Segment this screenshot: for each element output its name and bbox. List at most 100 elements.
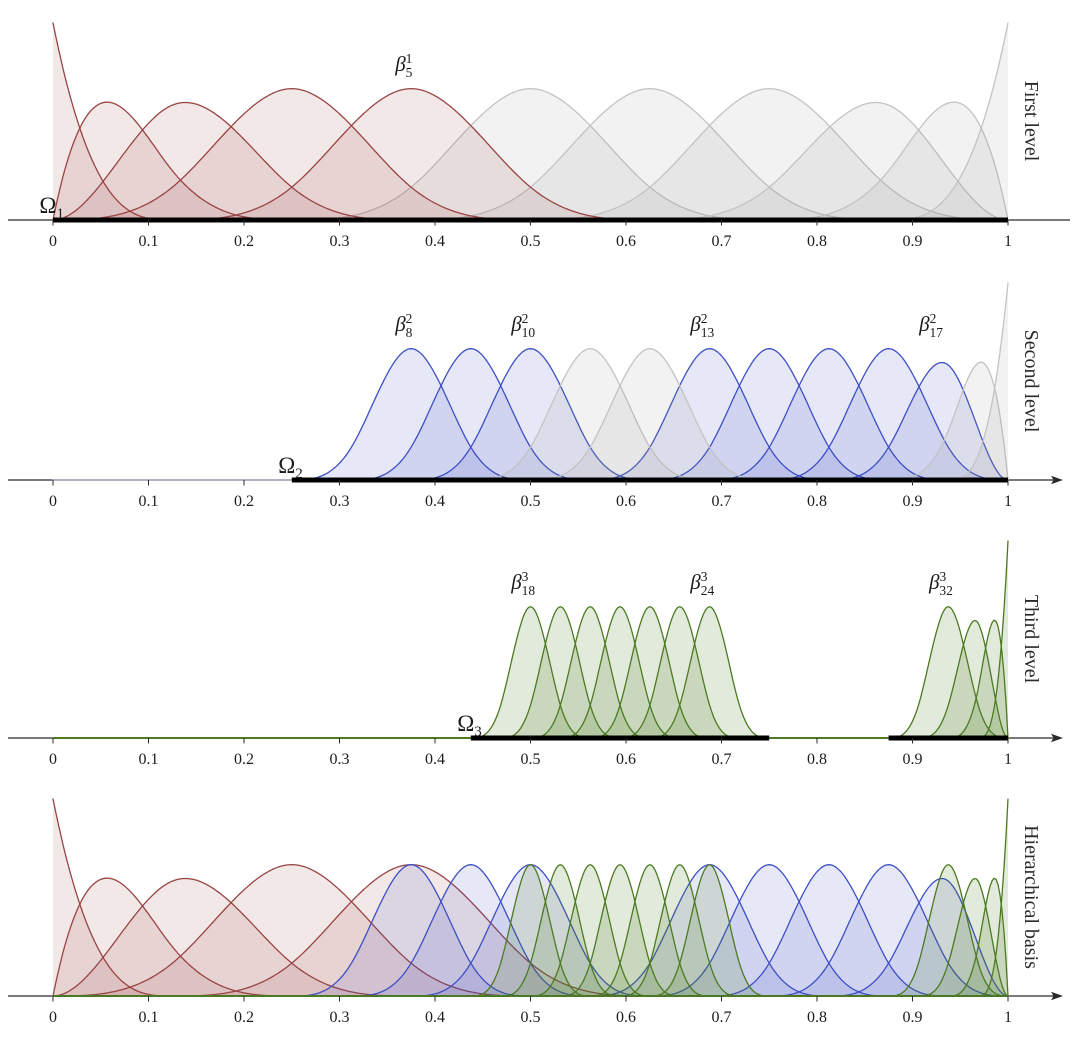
tick-label-hierarchical-basis-10: 1 — [1004, 1009, 1012, 1026]
axis-arrow-icon-third-level — [1051, 733, 1063, 743]
tick-label-second-level-4: 0.4 — [425, 493, 445, 510]
beta-superscript: 2 — [406, 311, 413, 326]
basis-fill-beta15-level2-hierarchical-basis — [53, 864, 1008, 996]
tick-label-first-level-7: 0.7 — [712, 233, 732, 250]
tick-label-hierarchical-basis-1: 0.1 — [139, 1009, 159, 1026]
beta-label-8-sup2: β2 8 — [394, 311, 412, 340]
tick-label-third-level-1: 0.1 — [139, 751, 159, 768]
tick-label-second-level-5: 0.5 — [521, 493, 541, 510]
beta-label-32-sup3: β3 32 — [928, 569, 953, 598]
tick-label-first-level-4: 0.4 — [425, 233, 445, 250]
basis-fill-beta6-level1-first-level — [53, 88, 1008, 220]
basis-fill-beta16-level2-second-level — [53, 348, 1008, 480]
beta-symbol: β — [394, 52, 406, 76]
omega-subscript: 2 — [295, 466, 303, 482]
side-label-third-level: Third level — [1020, 595, 1042, 684]
beta-label-5-sup1: β1 5 — [394, 51, 412, 80]
beta-subscript: 13 — [701, 325, 715, 340]
tick-label-hierarchical-basis-2: 0.2 — [234, 1009, 254, 1026]
beta-subscript: 18 — [522, 583, 536, 598]
omega-symbol: Ω — [457, 711, 474, 736]
beta-label-24-sup3: β3 24 — [689, 569, 714, 598]
side-label-hierarchical-basis: Hierarchical basis — [1020, 825, 1042, 969]
panel-hierarchical-basis: 0 0.1 0.2 0.3 0.4 0.5 0.6 0.7 0.8 0.9 1 Hierarchica… — [8, 798, 1063, 1026]
tick-label-second-level-2: 0.2 — [234, 493, 254, 510]
tick-label-hierarchical-basis-4: 0.4 — [425, 1009, 445, 1026]
omega-label-3: Ω3 — [457, 711, 482, 740]
beta-superscript: 3 — [939, 569, 946, 584]
tick-label-third-level-8: 0.8 — [807, 751, 827, 768]
tick-label-third-level-0: 0 — [49, 751, 57, 768]
basis-fill-beta17-level2-second-level — [53, 362, 1008, 480]
beta-superscript: 1 — [406, 51, 413, 66]
tick-label-first-level-6: 0.6 — [616, 233, 636, 250]
basis-fill-beta5-level1-first-level — [53, 88, 1008, 220]
beta-symbol: β — [510, 570, 522, 594]
tick-label-third-level-6: 0.6 — [616, 751, 636, 768]
tick-label-second-level-9: 0.9 — [903, 493, 923, 510]
omega-subscript: 3 — [474, 724, 482, 740]
basis-fill-beta32-level3-hierarchical-basis — [53, 864, 1008, 996]
basis-fill-beta11-level2-second-level — [53, 348, 1008, 480]
beta-symbol: β — [394, 312, 406, 336]
beta-subscript: 17 — [930, 325, 944, 340]
beta-label-17-sup2: β2 17 — [918, 311, 943, 340]
omega-bar-3-1 — [888, 735, 1008, 741]
tick-label-third-level-10: 1 — [1004, 751, 1012, 768]
side-label-first-level: First level — [1020, 81, 1042, 162]
tick-label-second-level-10: 1 — [1004, 493, 1012, 510]
basis-fill-beta18-level3-hierarchical-basis — [53, 864, 1008, 996]
axis-arrow-icon-second-level — [1051, 475, 1063, 485]
basis-fill-beta9-level2-hierarchical-basis — [53, 864, 1008, 996]
basis-fill-beta10-level2-hierarchical-basis — [53, 864, 1008, 996]
tick-label-third-level-5: 0.5 — [521, 751, 541, 768]
tick-label-first-level-5: 0.5 — [521, 233, 541, 250]
tick-label-second-level-0: 0 — [49, 493, 57, 510]
beta-subscript: 32 — [939, 583, 953, 598]
tick-label-third-level-4: 0.4 — [425, 751, 445, 768]
tick-label-second-level-3: 0.3 — [330, 493, 350, 510]
omega-bar-2-0 — [291, 477, 1009, 483]
basis-fill-beta32-level3-third-level — [53, 606, 1008, 738]
tick-label-hierarchical-basis-3: 0.3 — [330, 1009, 350, 1026]
tick-label-first-level-9: 0.9 — [903, 233, 923, 250]
beta-subscript: 8 — [406, 325, 413, 340]
basis-fill-beta9-level1-first-level — [53, 102, 1008, 220]
tick-label-third-level-9: 0.9 — [903, 751, 923, 768]
axis-arrow-icon-hierarchical-basis — [1051, 991, 1063, 1001]
beta-subscript: 24 — [701, 583, 715, 598]
tick-label-hierarchical-basis-8: 0.8 — [807, 1009, 827, 1026]
beta-symbol: β — [928, 570, 940, 594]
omega-subscript: 1 — [57, 206, 65, 222]
basis-fill-beta2-level1-hierarchical-basis — [53, 878, 1008, 996]
beta-symbol: β — [689, 570, 701, 594]
tick-label-hierarchical-basis-0: 0 — [49, 1009, 57, 1026]
tick-label-third-level-7: 0.7 — [712, 751, 732, 768]
beta-superscript: 2 — [701, 311, 708, 326]
beta-symbol: β — [510, 312, 522, 336]
tick-label-first-level-8: 0.8 — [807, 233, 827, 250]
tick-label-first-level-0: 0 — [49, 233, 57, 250]
tick-label-first-level-2: 0.2 — [234, 233, 254, 250]
beta-subscript: 5 — [406, 65, 413, 80]
basis-fill-beta15-level2-second-level — [53, 348, 1008, 480]
basis-fill-beta9-level2-second-level — [53, 348, 1008, 480]
basis-fill-beta16-level2-hierarchical-basis — [53, 864, 1008, 996]
basis-fill-beta10-level2-second-level — [53, 348, 1008, 480]
tick-label-third-level-2: 0.2 — [234, 751, 254, 768]
tick-label-first-level-1: 0.1 — [139, 233, 159, 250]
basis-fill-beta18-level3-third-level — [53, 606, 1008, 738]
basis-fill-beta2-level1-first-level — [53, 102, 1008, 220]
tick-label-second-level-7: 0.7 — [712, 493, 732, 510]
basis-fill-beta19-level3-hierarchical-basis — [53, 864, 1008, 996]
tick-label-hierarchical-basis-5: 0.5 — [521, 1009, 541, 1026]
beta-superscript: 3 — [522, 569, 529, 584]
side-label-second-level: Second level — [1020, 330, 1042, 433]
omega-bar-3-0 — [470, 735, 770, 741]
tick-label-second-level-8: 0.8 — [807, 493, 827, 510]
tick-label-hierarchical-basis-6: 0.6 — [616, 1009, 636, 1026]
tick-label-third-level-3: 0.3 — [330, 751, 350, 768]
beta-label-18-sup3: β3 18 — [510, 569, 535, 598]
